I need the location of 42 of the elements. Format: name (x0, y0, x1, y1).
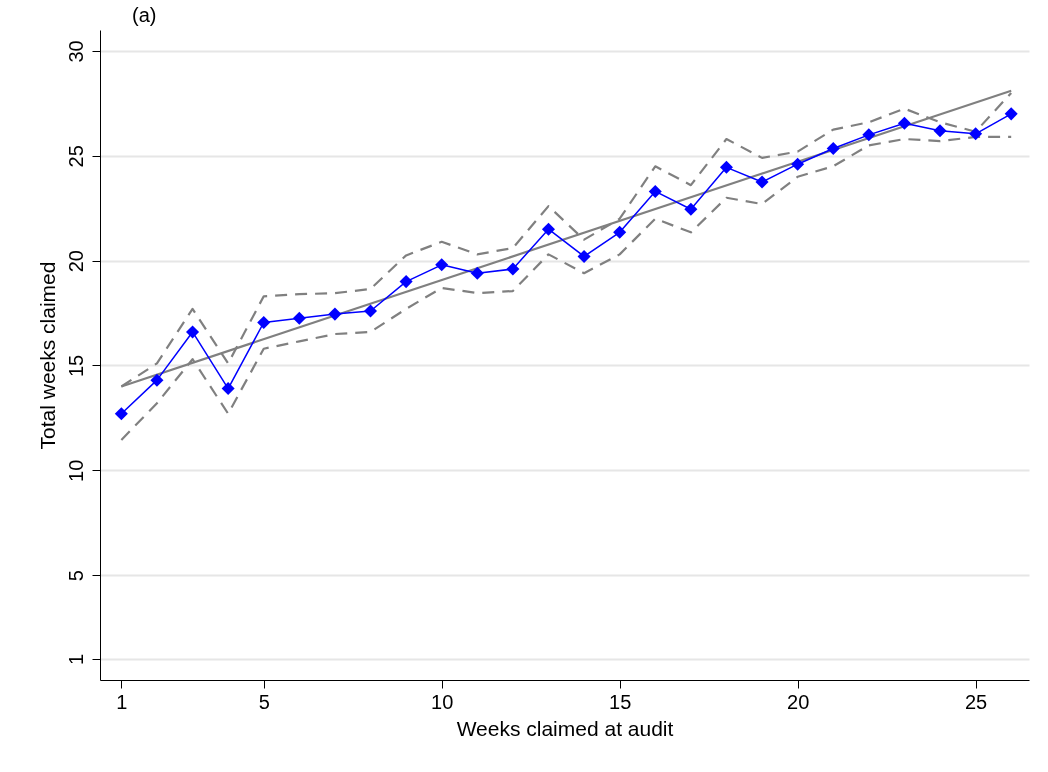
point (933, 124, 947, 138)
x-tick-label: 1 (116, 690, 128, 713)
y-tick-label: 25 (64, 145, 87, 168)
point (826, 141, 840, 155)
point (577, 249, 591, 263)
point (541, 222, 555, 236)
chart-title: (a) (132, 4, 157, 26)
x-tick-label: 5 (258, 690, 270, 713)
y-axis-title: Total weeks claimed (35, 261, 59, 450)
point (363, 304, 378, 318)
point (969, 127, 983, 141)
point (186, 325, 200, 339)
point (648, 184, 662, 198)
x-tick-label: 25 (964, 690, 988, 713)
point (470, 266, 484, 280)
x-tick-label: 10 (431, 690, 454, 713)
point (221, 382, 235, 396)
point (897, 116, 911, 130)
point (435, 258, 449, 272)
y-tick-label: 20 (64, 250, 87, 273)
point (862, 128, 876, 142)
point (791, 157, 805, 171)
point (257, 315, 271, 330)
point (150, 373, 164, 387)
x-tick-label: 20 (787, 690, 810, 713)
y-tick-label: 30 (64, 40, 87, 63)
point (684, 202, 698, 216)
point (506, 262, 520, 276)
y-tick-label: 5 (64, 570, 87, 582)
y-tick-label: 10 (64, 459, 87, 482)
point (292, 311, 306, 325)
point (328, 307, 342, 321)
y-tick-label: 15 (64, 354, 87, 378)
x-axis-title: Weeks claimed at audit (456, 716, 674, 740)
point (613, 225, 627, 239)
x-tick-label: 15 (609, 690, 632, 713)
point (399, 275, 413, 289)
y-tick-label: 1 (64, 653, 87, 666)
point (755, 175, 769, 189)
point (1004, 107, 1018, 121)
point (114, 407, 128, 421)
point (719, 160, 733, 174)
